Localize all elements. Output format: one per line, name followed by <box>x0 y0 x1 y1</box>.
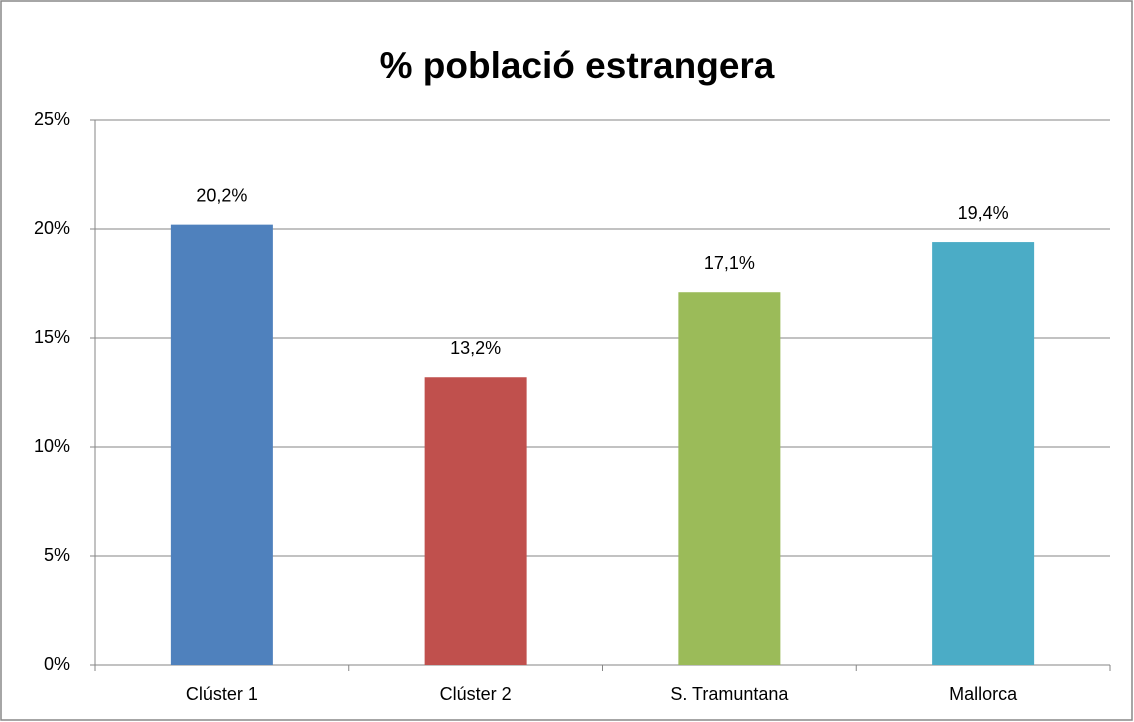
data-label: 20,2% <box>196 185 247 205</box>
data-label: 13,2% <box>450 338 501 358</box>
bar <box>932 242 1035 665</box>
y-tick-label: 10% <box>34 436 70 456</box>
y-tick-label: 25% <box>34 109 70 129</box>
data-label: 17,1% <box>704 253 755 273</box>
data-label: 19,4% <box>958 203 1009 223</box>
bar <box>424 377 527 665</box>
y-tick-label: 0% <box>44 654 70 674</box>
x-tick-label: S. Tramuntana <box>670 684 789 704</box>
y-tick-label: 5% <box>44 545 70 565</box>
x-tick-label: Clúster 2 <box>440 684 512 704</box>
bar <box>678 292 781 665</box>
bar <box>170 224 273 665</box>
chart-title: % població estrangera <box>380 45 775 86</box>
x-tick-label: Mallorca <box>949 684 1018 704</box>
y-tick-label: 20% <box>34 218 70 238</box>
x-tick-label: Clúster 1 <box>186 684 258 704</box>
y-tick-label: 15% <box>34 327 70 347</box>
